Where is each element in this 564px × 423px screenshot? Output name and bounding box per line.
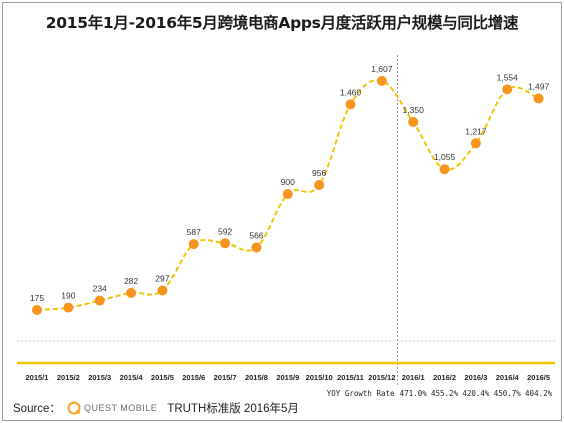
data-point-2015/12 [376, 75, 387, 86]
x-tick-label: 2016/4 [496, 373, 520, 382]
x-tick-label: 2015/7 [214, 373, 237, 382]
yoy-value-2016/2: 455.2% [431, 389, 459, 398]
x-tick-label: 2016/5 [527, 373, 550, 382]
yoy-value-2016/3: 420.4% [462, 389, 490, 398]
data-label-2015/3: 234 [93, 284, 107, 294]
data-label-2016/4: 1,554 [497, 72, 519, 82]
x-tick-label: 2015/8 [245, 373, 268, 382]
x-tick-label: 2016/1 [402, 373, 425, 382]
data-point-2015/9 [282, 189, 293, 199]
data-label-2015/11: 1,460 [340, 87, 362, 97]
chart-title: 2015年1月-2016年5月跨境电商Apps月度活跃用户规模与同比增速 [45, 14, 519, 32]
data-point-2015/7 [220, 238, 231, 249]
data-point-2016/5 [533, 93, 544, 104]
data-point-2015/2 [63, 302, 74, 313]
x-tick-label: 2016/2 [433, 373, 456, 382]
yoy-value-2016/1: 471.0% [400, 389, 428, 398]
source-note: TRUTH标准版 2016年5月 [167, 403, 299, 415]
chart-canvas: 175 190 234 282 297 587 592 566 900 956 1,460 1,607… [17, 55, 555, 398]
data-label-2016/5: 1,497 [528, 81, 550, 91]
x-tick-label: 2015/5 [151, 373, 174, 382]
data-label-2015/9: 900 [281, 177, 295, 187]
logo-text: QUEST MOBILE [83, 403, 158, 413]
data-point-2015/8 [251, 242, 262, 253]
x-tick-label: 2015/12 [368, 373, 395, 382]
x-tick-label: 2015/6 [182, 373, 205, 382]
data-label-2016/2: 1,055 [434, 152, 456, 162]
x-tick-label: 2015/4 [120, 373, 144, 382]
yoy-label: YOY Growth Rate [327, 389, 395, 398]
x-tick-label: 2015/3 [88, 373, 111, 382]
data-point-2015/5 [157, 285, 168, 296]
source-line: Source： QUEST MOBILE TRUTH标准版 2016年5月 [13, 400, 299, 416]
data-label-2015/10: 956 [312, 168, 326, 178]
data-point-2016/1 [408, 117, 419, 127]
data-label-2015/8: 566 [249, 230, 263, 240]
x-tick-label: 2015/11 [337, 373, 364, 382]
data-point-2016/3 [470, 138, 481, 149]
source-label: Source： [13, 403, 61, 415]
x-tick-label: 2015/1 [26, 373, 49, 382]
x-tick-label: 2015/2 [57, 373, 80, 382]
data-label-2015/7: 592 [218, 226, 232, 236]
data-label-2016/1: 1,350 [403, 105, 425, 115]
data-point-2015/6 [188, 239, 199, 250]
x-tick-label: 2015/9 [276, 373, 299, 382]
data-label-2015/1: 175 [30, 293, 44, 303]
yoy-value-2016/4: 450.7% [494, 389, 522, 398]
x-tick-label: 2016/3 [464, 373, 487, 382]
data-point-2015/4 [126, 287, 137, 298]
data-label-2015/6: 587 [187, 227, 201, 237]
data-point-2015/11 [345, 99, 356, 110]
data-point-2015/10 [314, 180, 325, 191]
questmobile-logo-icon [67, 401, 81, 415]
data-point-2016/4 [502, 84, 513, 95]
yoy-value-2016/5: 404.2% [525, 389, 553, 398]
data-label-2015/2: 190 [61, 291, 75, 301]
data-label-2015/5: 297 [155, 273, 169, 283]
data-point-2015/3 [94, 295, 105, 306]
data-label-2015/12: 1,607 [371, 64, 393, 74]
data-label-2015/4: 282 [124, 276, 138, 286]
data-point-2015/1 [32, 305, 42, 315]
data-label-2016/3: 1,217 [465, 126, 487, 136]
x-tick-label: 2015/10 [306, 373, 333, 382]
data-point-2016/2 [439, 164, 450, 175]
questmobile-logo: QUEST MOBILE [67, 401, 157, 415]
